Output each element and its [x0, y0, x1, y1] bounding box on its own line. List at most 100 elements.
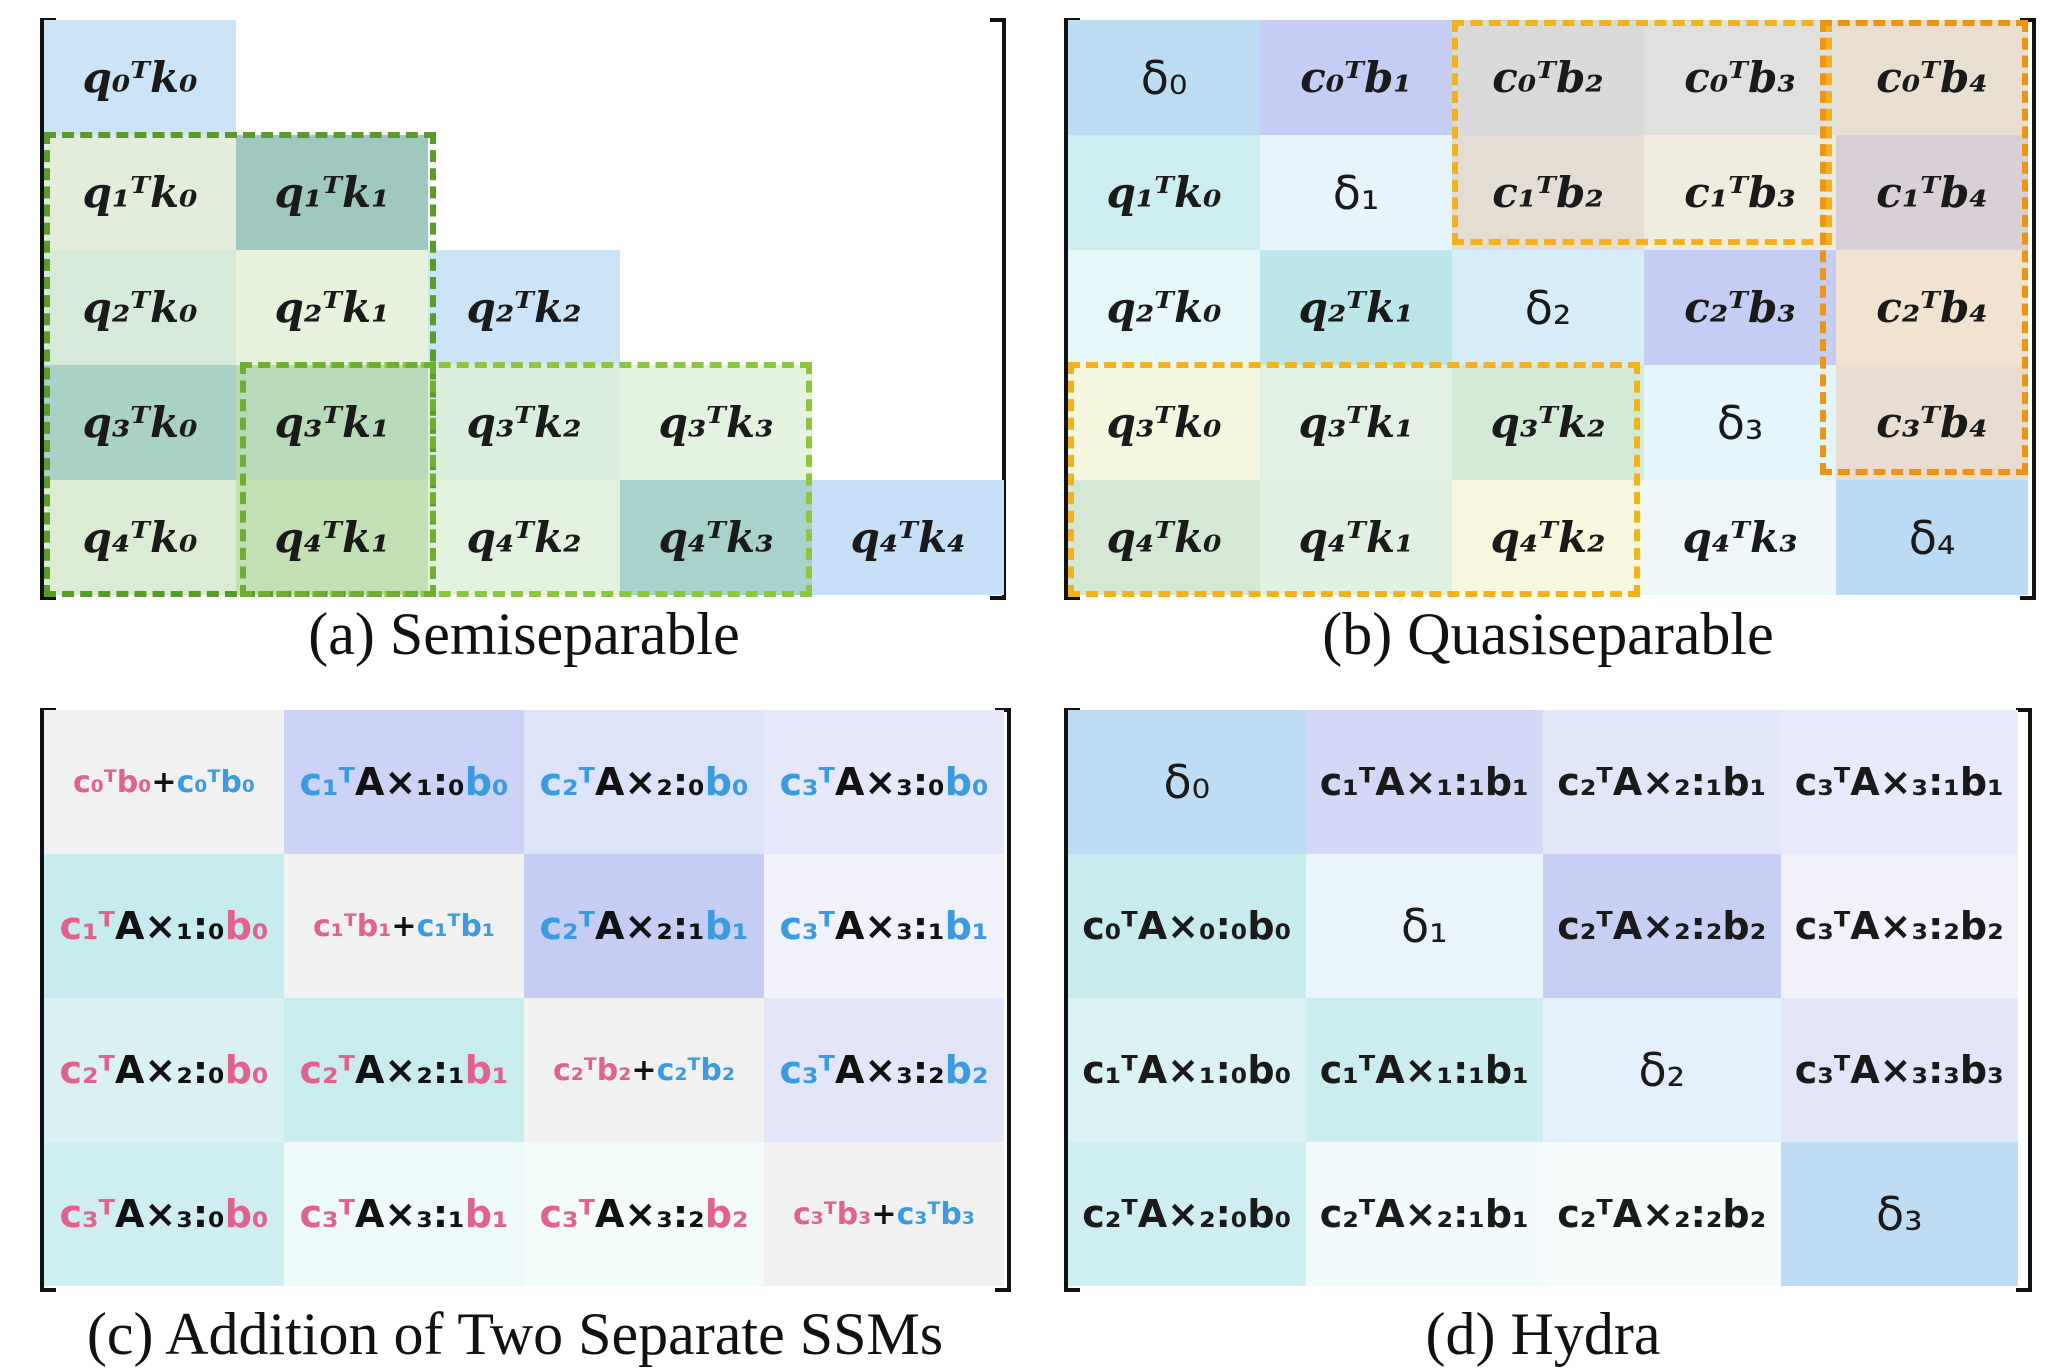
caption-c: (c) Addition of Two Separate SSMs — [86, 1301, 944, 1367]
a-product: A×₃:₂ — [594, 1192, 705, 1236]
a-product: A×₃:₁ — [354, 1192, 465, 1236]
matrix-entry: c₀ᵀb₂ — [1452, 20, 1644, 135]
c-vector: c₂ᵀ — [539, 760, 595, 804]
b-vector: b₁ — [464, 1048, 509, 1092]
matrix-entry: q₃ᵀk₂ — [1452, 365, 1644, 480]
diagonal-sum-entry: c₀ᵀb₀ + c₀ᵀb₀ — [44, 710, 284, 854]
plus-sign: + — [391, 908, 417, 944]
matrix-entry: c₃ᵀA×₃:₃b₃ — [1780, 998, 2018, 1142]
quasiseparable-matrix: δ₀ c₀ᵀb₁ c₀ᵀb₂ c₀ᵀb₃ c₀ᵀb₄ q₁ᵀk₀ δ₁ c₁ᵀb₂ c₁ᵀb₃ c… — [1068, 20, 2028, 595]
matrix-entry: q₄ᵀk₀ — [44, 480, 236, 595]
diagonal-entry: δ₃ — [1780, 1142, 2018, 1286]
diagonal-entry: δ₃ — [1644, 365, 1836, 480]
matrix-entry: c₁ᵀb₃ — [1644, 135, 1836, 250]
matrix-entry: q₂ᵀk₁ — [1260, 250, 1452, 365]
semiseparable-matrix: q₀ᵀk₀ q₁ᵀk₀ q₁ᵀk₁ q₂ᵀk₀ q₂ᵀk₁ q₂ᵀk₂ q₃ᵀk₀ q₃ᵀk₁… — [44, 20, 1004, 595]
plus-sign: + — [631, 1052, 657, 1088]
a-product: A×₃:₀ — [834, 760, 945, 804]
matrix-entry: c₂ᵀA×₂:₁b₁ — [1305, 1142, 1543, 1286]
matrix-entry: c₀ᵀb₁ — [1260, 20, 1452, 135]
matrix-entry: q₄ᵀk₄ — [812, 480, 1004, 595]
c-vector: c₃ᵀ — [779, 904, 835, 948]
matrix-right-bracket — [990, 18, 1006, 600]
forward-term: c₀ᵀb₀ — [72, 764, 152, 800]
backward-term: c₂ᵀb₂ — [656, 1052, 735, 1088]
a-product: A×₁:₀ — [114, 904, 225, 948]
a-product: A×₁:₀ — [354, 760, 465, 804]
diagonal-sum-entry: c₁ᵀb₁ + c₁ᵀb₁ — [284, 854, 524, 998]
caption-a: (a) Semiseparable — [308, 601, 740, 667]
c-vector: c₁ᵀ — [299, 760, 355, 804]
c-vector: c₂ᵀ — [539, 904, 595, 948]
diagonal-entry: δ₀ — [1068, 710, 1306, 854]
panel-semiseparable: q₀ᵀk₀ q₁ᵀk₀ q₁ᵀk₁ q₂ᵀk₀ q₂ᵀk₁ q₂ᵀk₂ q₃ᵀk₀ q₃ᵀk₁… — [0, 0, 1020, 690]
addition-matrix: c₀ᵀb₀ + c₀ᵀb₀ c₁ᵀ A×₁:₀ b₀ c₂ᵀ A×₂:₀ b₀ c₃ᵀ A×₃:… — [44, 710, 1004, 1286]
matrix-entry: q₁ᵀk₀ — [1068, 135, 1260, 250]
b-vector: b₁ — [704, 904, 749, 948]
diagonal-entry: δ₄ — [1836, 480, 2028, 595]
matrix-entry: c₀ᵀA×₀:₀b₀ — [1068, 854, 1306, 998]
b-vector: b₂ — [944, 1048, 989, 1092]
diagonal-entry: δ₀ — [1068, 20, 1260, 135]
matrix-entry: q₄ᵀk₂ — [428, 480, 620, 595]
matrix-entry: c₃ᵀ A×₃:₀ b₀ — [44, 1142, 284, 1286]
matrix-entry: q₂ᵀk₂ — [428, 250, 620, 365]
matrix-entry: c₂ᵀA×₂:₁b₁ — [1543, 710, 1781, 854]
matrix-entry: q₂ᵀk₁ — [236, 250, 428, 365]
matrix-entry: c₂ᵀA×₂:₂b₂ — [1543, 1142, 1781, 1286]
a-product: A×₂:₁ — [354, 1048, 465, 1092]
b-vector: b₁ — [944, 904, 989, 948]
caption-b: (b) Quasiseparable — [1322, 601, 1774, 667]
panel-addition-ssms: c₀ᵀb₀ + c₀ᵀb₀ c₁ᵀ A×₁:₀ b₀ c₂ᵀ A×₂:₀ b₀ c₃ᵀ A×₃:… — [0, 700, 1030, 1367]
backward-term: c₀ᵀb₀ — [176, 764, 255, 800]
backward-term: c₃ᵀb₃ — [896, 1196, 975, 1232]
forward-term: c₂ᵀb₂ — [552, 1052, 632, 1088]
plus-sign: + — [151, 764, 177, 800]
matrix-entry: q₂ᵀk₀ — [1068, 250, 1260, 365]
matrix-entry: c₂ᵀA×₂:₂b₂ — [1543, 854, 1781, 998]
matrix-entry: q₄ᵀk₃ — [620, 480, 812, 595]
c-vector: c₂ᵀ — [59, 1048, 115, 1092]
diagonal-entry: δ₁ — [1305, 854, 1543, 998]
matrix-entry: q₃ᵀk₀ — [1068, 365, 1260, 480]
matrix-entry: c₁ᵀA×₁:₁b₁ — [1305, 710, 1543, 854]
matrix-entry: q₄ᵀk₂ — [1452, 480, 1644, 595]
a-product: A×₂:₁ — [594, 904, 705, 948]
matrix-right-bracket — [2020, 18, 2036, 600]
c-vector: c₃ᵀ — [779, 760, 835, 804]
b-vector: b₀ — [944, 760, 989, 804]
forward-term: c₃ᵀb₃ — [792, 1196, 872, 1232]
diagonal-entry: δ₂ — [1452, 250, 1644, 365]
diagonal-entry: δ₁ — [1260, 135, 1452, 250]
matrix-right-bracket — [2016, 708, 2032, 1292]
c-vector: c₃ᵀ — [779, 1048, 835, 1092]
a-product: A×₂:₀ — [114, 1048, 225, 1092]
matrix-entry: q₂ᵀk₀ — [44, 250, 236, 365]
c-vector: c₃ᵀ — [59, 1192, 115, 1236]
matrix-entry: q₃ᵀk₁ — [1260, 365, 1452, 480]
matrix-entry: c₁ᵀb₂ — [1452, 135, 1644, 250]
matrix-entry: q₄ᵀk₃ — [1644, 480, 1836, 595]
panel-hydra: δ₀ c₁ᵀA×₁:₁b₁ c₂ᵀA×₂:₁b₁ c₃ᵀA×₃:₁b₁ c₀ᵀA×₀:₀… — [1060, 700, 2048, 1367]
c-vector: c₃ᵀ — [539, 1192, 595, 1236]
b-vector: b₂ — [704, 1192, 749, 1236]
diagonal-sum-entry: c₂ᵀb₂ + c₂ᵀb₂ — [524, 998, 764, 1142]
matrix-entry: q₄ᵀk₀ — [1068, 480, 1260, 595]
matrix-entry: c₀ᵀb₃ — [1644, 20, 1836, 135]
hydra-matrix: δ₀ c₁ᵀA×₁:₁b₁ c₂ᵀA×₂:₁b₁ c₃ᵀA×₃:₁b₁ c₀ᵀA×₀:₀… — [1068, 710, 2018, 1286]
backward-term: c₁ᵀb₁ — [416, 908, 495, 944]
matrix-entry: c₃ᵀA×₃:₁b₁ — [1780, 710, 2018, 854]
matrix-entry: q₃ᵀk₀ — [44, 365, 236, 480]
matrix-entry: q₄ᵀk₁ — [236, 480, 428, 595]
b-vector: b₁ — [464, 1192, 509, 1236]
b-vector: b₀ — [224, 1192, 269, 1236]
b-vector: b₀ — [704, 760, 749, 804]
c-vector: c₂ᵀ — [299, 1048, 355, 1092]
a-product: A×₃:₁ — [834, 904, 945, 948]
